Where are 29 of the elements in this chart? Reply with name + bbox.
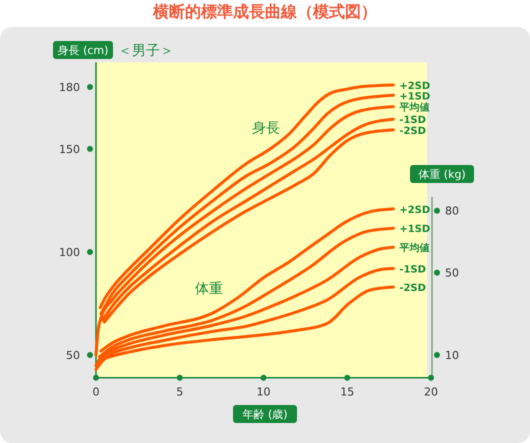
series-label: +1SD <box>399 91 430 102</box>
annotation: 体重 <box>194 281 223 298</box>
y-tick-label: 50 <box>66 349 80 362</box>
y2-tick-label: 50 <box>445 266 459 280</box>
series-label: 平均値 <box>398 102 430 114</box>
series-label: 平均値 <box>398 242 430 254</box>
series-label: +2SD <box>399 204 430 216</box>
annotation: 身長 <box>252 120 280 136</box>
series-label: -2SD <box>399 282 426 294</box>
series-label: -1SD <box>399 264 426 276</box>
y-tick-label: 150 <box>59 142 80 156</box>
x-tick-label: 0 <box>92 386 100 399</box>
x-tick-label: 15 <box>340 386 354 399</box>
y2-axis-title: 体重 (kg) <box>418 168 466 181</box>
x-axis-title: 年齢 (歳) <box>242 408 288 421</box>
y-tick-label: 100 <box>59 246 80 259</box>
x-tick-label: 10 <box>256 386 270 399</box>
x-tick-label: 5 <box>176 386 184 399</box>
y2-tick-label: 80 <box>445 204 459 218</box>
y2-tick-label: 10 <box>445 349 459 362</box>
series-label: +1SD <box>399 224 430 236</box>
chart-subtitle: ＜男子＞ <box>118 43 174 59</box>
chart-title: 横断的標準成長曲線（模式図） <box>152 2 377 21</box>
y-axis-title: 身長 (cm) <box>58 44 108 57</box>
series-label: -2SD <box>399 126 426 137</box>
series-label: +2SD <box>399 80 430 92</box>
y-tick-label: 180 <box>59 81 80 94</box>
series-label: -1SD <box>399 115 426 126</box>
x-tick-label: 20 <box>424 386 438 399</box>
